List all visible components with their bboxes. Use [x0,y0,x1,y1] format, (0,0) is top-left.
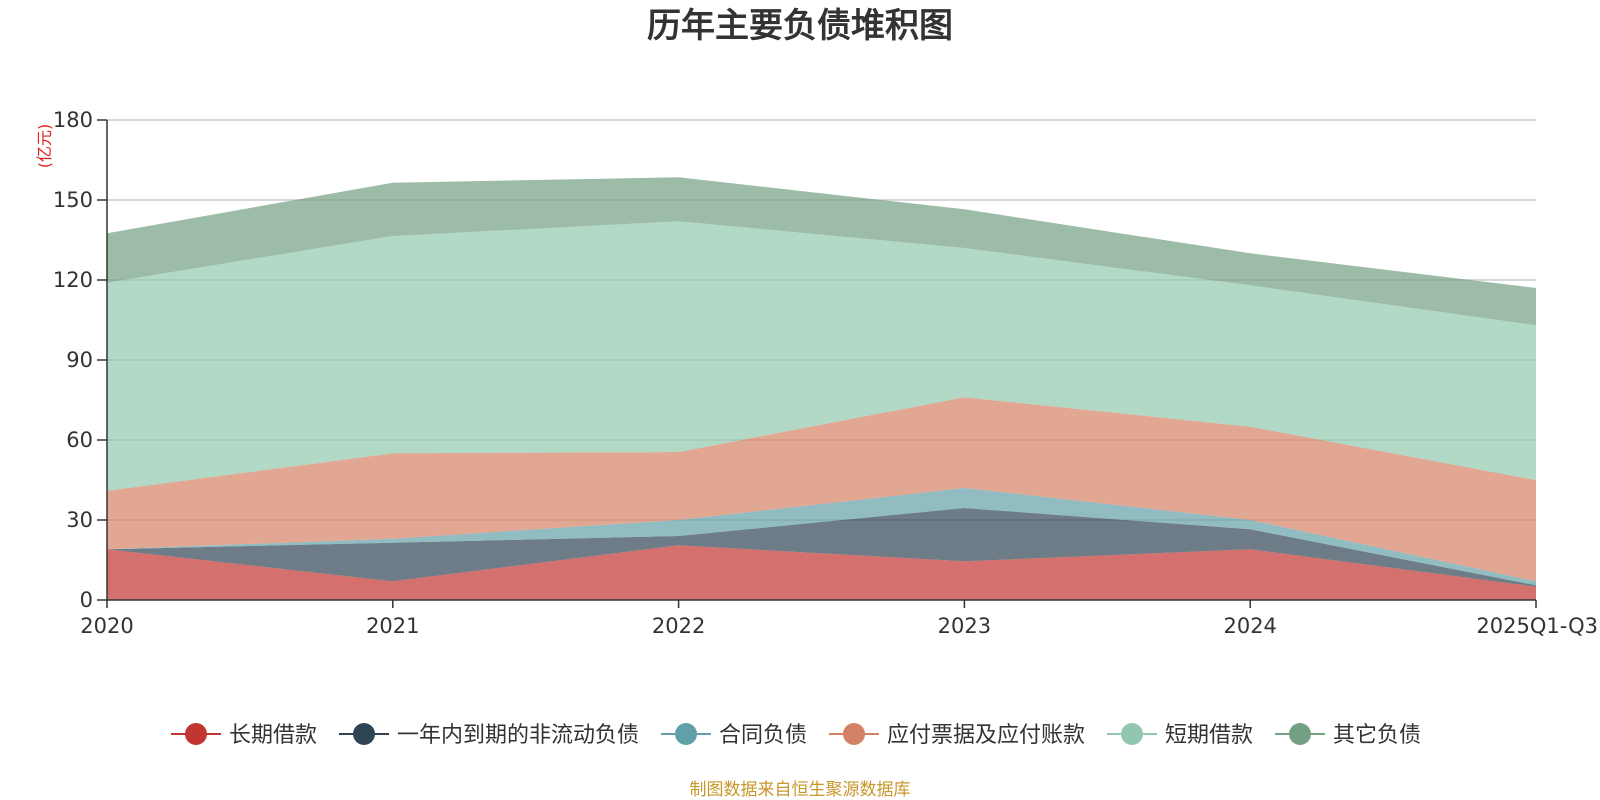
y-tick-label: 0 [80,588,93,612]
legend-marker [185,723,207,745]
legend-item-4[interactable]: 应付票据及应付账款 [829,723,1085,748]
chart-title: 历年主要负债堆积图 [647,6,953,46]
area-series-6 [107,177,1536,326]
legend-marker [843,723,865,745]
legend-item-6[interactable]: 其它负债 [1275,723,1421,748]
y-tick-label: 30 [66,508,93,532]
area-series-4 [107,397,1536,582]
y-tick-label: 60 [66,428,93,452]
area-series-3 [107,488,1536,586]
x-tick-label: 2023 [938,614,991,638]
legend-label: 长期借款 [229,723,317,748]
legend-label: 应付票据及应付账款 [887,723,1085,748]
legend-marker [675,723,697,745]
x-tick-labels: 2020 2021 2022 2023 2024 2025Q1-Q3 [80,614,1598,638]
legend-marker [1289,723,1311,745]
area-series-1 [107,545,1536,600]
x-tick-label: 2024 [1223,614,1276,638]
legend-label: 其它负债 [1333,723,1421,748]
data-source-note: 制图数据来自恒生聚源数据库 [690,780,911,800]
y-tick-label: 120 [53,268,93,292]
y-tick-labels: 0 30 60 90 120 150 180 [53,108,93,612]
axes [97,119,1537,608]
y-tick-label: 150 [53,188,93,212]
y-axis-unit: (亿元) [35,124,54,169]
x-tick-label: 2020 [80,614,133,638]
y-tick-label: 90 [66,348,93,372]
x-tick-label: 2025Q1-Q3 [1476,614,1598,638]
y-tick-label: 180 [53,108,93,132]
legend-label: 短期借款 [1165,723,1253,748]
area-series-2 [107,508,1536,587]
legend-marker [1121,723,1143,745]
legend: 长期借款 一年内到期的非流动负债 合同负债 应付票据及应付账款 短期借款 其它负债 [171,723,1421,748]
x-tick-label: 2021 [366,614,419,638]
legend-label: 合同负债 [719,723,807,748]
legend-item-2[interactable]: 一年内到期的非流动负债 [339,723,639,748]
legend-item-5[interactable]: 短期借款 [1107,723,1253,748]
legend-marker [353,723,375,745]
legend-label: 一年内到期的非流动负债 [397,723,639,748]
legend-item-1[interactable]: 长期借款 [171,723,317,748]
area-series-5 [107,221,1536,491]
area-series [107,177,1536,600]
x-tick-label: 2022 [652,614,705,638]
legend-item-3[interactable]: 合同负债 [661,723,807,748]
